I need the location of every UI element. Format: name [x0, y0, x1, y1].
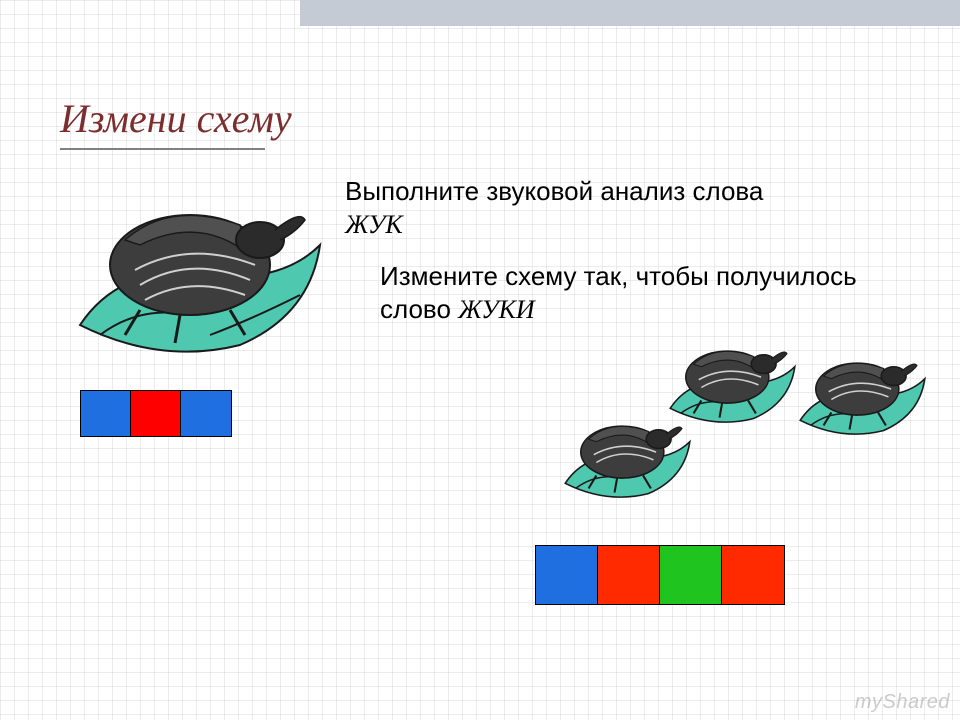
- sound-cell: [131, 391, 181, 436]
- slide-content: Измени схему Выполните звуковой анализ с…: [0, 0, 960, 720]
- instruction-1-text: Выполните звуковой анализ слова: [345, 176, 763, 206]
- sound-cell: [181, 391, 231, 436]
- sound-scheme-2: [535, 545, 785, 605]
- sound-cell: [536, 546, 598, 604]
- sound-cell: [722, 546, 784, 604]
- instruction-1: Выполните звуковой анализ слова ЖУК: [345, 175, 905, 241]
- sound-cell: [660, 546, 722, 604]
- beetle-illustration-large: [70, 185, 330, 360]
- instruction-2-word: ЖУКИ: [458, 295, 534, 324]
- sound-scheme-1: [80, 390, 232, 437]
- instruction-1-word: ЖУК: [345, 210, 403, 239]
- title-underline: [60, 148, 265, 150]
- beetle-illustration-small-2: [795, 347, 930, 439]
- sound-cell: [598, 546, 660, 604]
- sound-cell: [81, 391, 131, 436]
- instruction-2-text: Измените схему так, чтобы получилось сло…: [380, 261, 857, 324]
- instruction-2: Измените схему так, чтобы получилось сло…: [380, 260, 900, 326]
- page-title: Измени схему: [60, 95, 292, 142]
- watermark: myShared: [855, 691, 950, 714]
- beetle-illustration-small-3: [560, 410, 695, 502]
